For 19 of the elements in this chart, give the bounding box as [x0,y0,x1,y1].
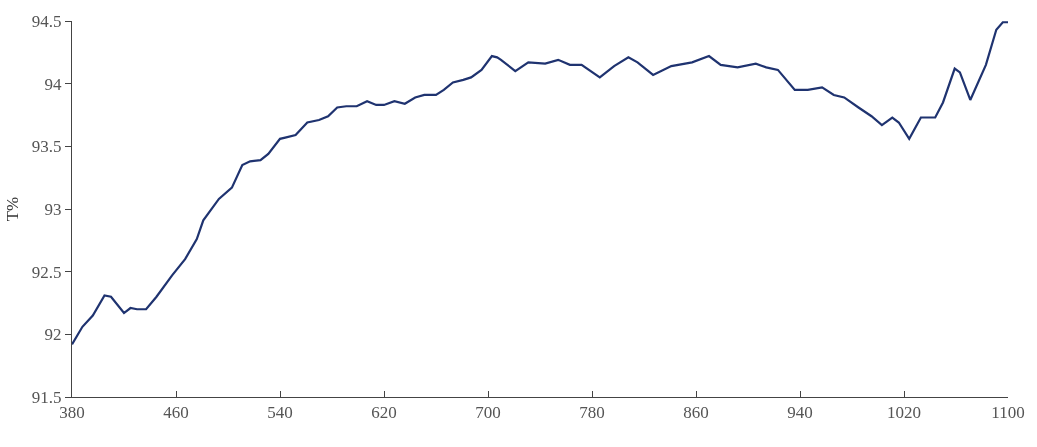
x-tick-label: 380 [59,403,85,423]
y-tick-label: 92 [44,325,62,345]
x-tick-label: 460 [163,403,189,423]
x-tick-label: 780 [579,403,605,423]
x-tick-label: 940 [787,403,813,423]
y-tick-label: 92.5 [31,262,62,282]
y-tick-label: 94 [44,74,63,94]
x-tick-label: 1100 [991,403,1025,423]
y-tick-label: 93 [44,199,62,219]
line-series [72,21,1008,346]
y-axis-title: T% [3,196,23,222]
x-tick-label: 540 [267,403,293,423]
x-tick-label: 700 [475,403,501,423]
x-tick-label: 620 [371,403,397,423]
x-tick-label: 860 [683,403,709,423]
y-tick-label: 91.5 [31,387,62,407]
y-tick-label: 94.5 [31,11,62,31]
x-tick-label: 1020 [887,403,921,423]
y-tick-label: 93.5 [31,137,62,157]
